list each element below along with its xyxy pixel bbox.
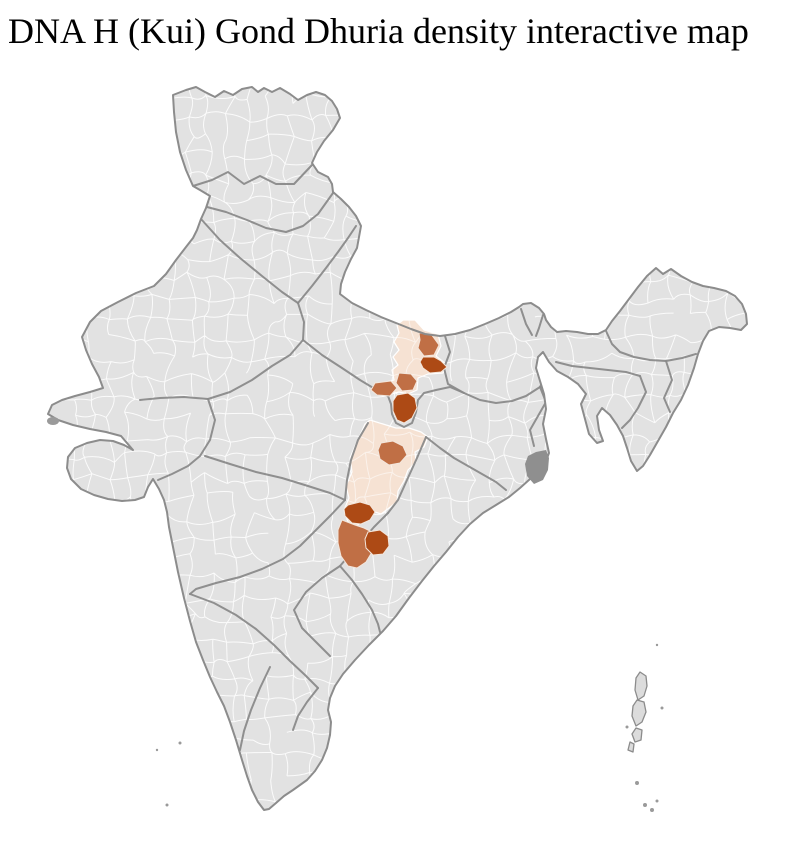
district-medium-6[interactable] xyxy=(337,519,376,569)
small-island-dot-1 xyxy=(660,706,664,710)
page-title: DNA H (Kui) Gond Dhuria density interact… xyxy=(8,11,749,51)
small-island-dot-4 xyxy=(643,803,647,807)
small-island-dot-5 xyxy=(650,808,654,812)
small-island-dot-3 xyxy=(635,781,639,785)
district-high-7[interactable] xyxy=(419,356,448,374)
state-borders xyxy=(139,164,697,751)
small-island-dot-0 xyxy=(655,643,659,647)
district-medium-3[interactable] xyxy=(395,372,418,392)
small-island-dot-7 xyxy=(178,741,182,745)
small-island-dot-9 xyxy=(165,803,169,807)
small-island-dot-2 xyxy=(625,725,629,729)
district-medium-5[interactable] xyxy=(377,440,408,466)
sundarbans-delta-patch xyxy=(525,450,549,484)
small-island-dot-8 xyxy=(155,748,159,752)
district-high-9[interactable] xyxy=(343,501,376,525)
district-high-8[interactable] xyxy=(392,392,418,424)
island-2[interactable] xyxy=(631,727,643,743)
district-medium-4[interactable] xyxy=(370,380,398,397)
andaman-nicobar-islands[interactable] xyxy=(155,643,664,812)
island-0[interactable] xyxy=(634,671,648,701)
district-high-10[interactable] xyxy=(364,529,390,556)
india-coastline xyxy=(47,86,748,811)
island-3[interactable] xyxy=(627,741,635,753)
highlighted-districts xyxy=(337,332,448,569)
kutch-islet xyxy=(47,417,59,425)
small-island-dot-6 xyxy=(655,799,659,803)
island-1[interactable] xyxy=(631,699,647,727)
